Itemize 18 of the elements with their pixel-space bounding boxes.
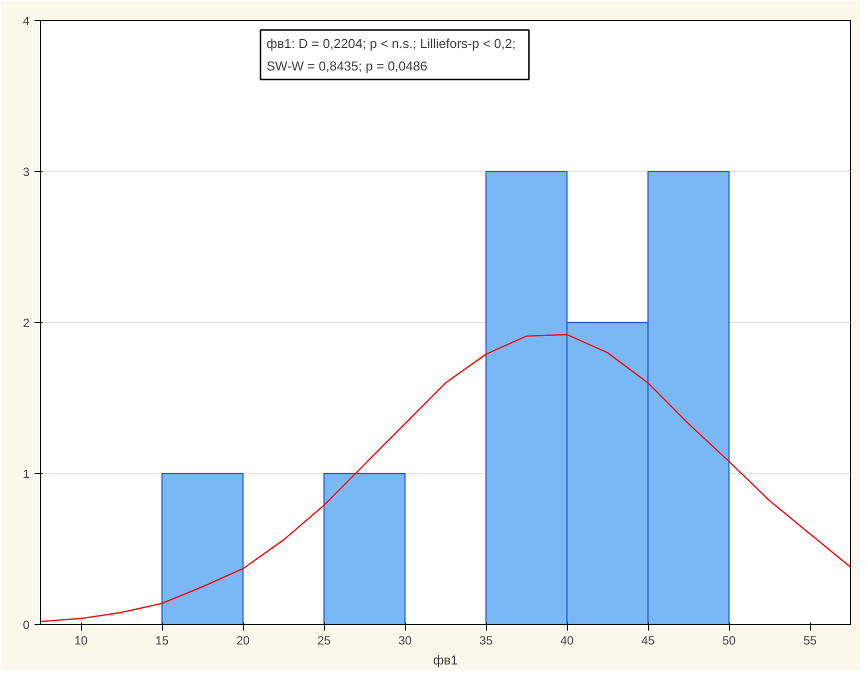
x-tick-label: 10	[74, 634, 88, 648]
x-tick-label: 20	[236, 634, 250, 648]
x-tick-label: 55	[803, 634, 817, 648]
x-axis-title: фв1	[433, 652, 458, 668]
annotation: фв1: D = 0,2204; p < n.s.; Lilliefors-p < 0,2; SW-W = 0,8435; p = 0,0486	[266, 36, 516, 74]
line-series	[40, 334, 850, 622]
y-tick-label: 0	[22, 618, 30, 632]
x-tick-label: 45	[641, 634, 655, 648]
y-tick-label: 1	[22, 467, 30, 481]
x-tick-label: 30	[398, 634, 412, 648]
y-tick-label: 2	[22, 316, 30, 330]
x-tick-label: 15	[155, 634, 169, 648]
x-tick-label: 35	[479, 634, 493, 648]
x-tick-label: 25	[317, 634, 331, 648]
y-tick-label: 4	[22, 14, 30, 28]
x-tick-label: 40	[560, 634, 574, 648]
x-tick-label: 50	[722, 634, 736, 648]
y-tick-label: 3	[22, 165, 30, 179]
